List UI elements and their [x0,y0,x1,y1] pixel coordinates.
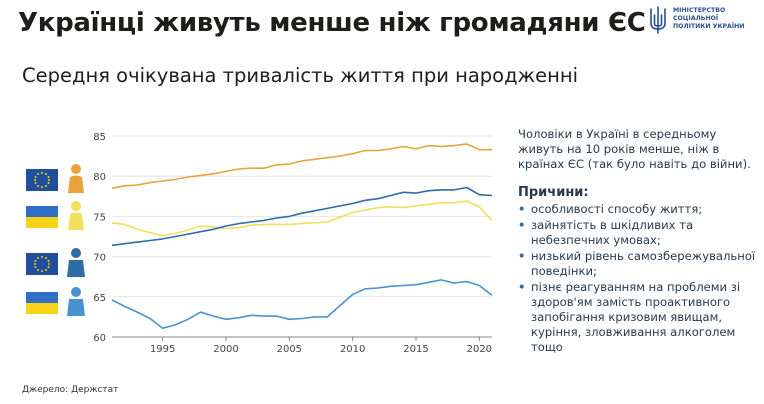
ministry-logo: Міністерство соціальної політики України [648,5,753,35]
x-tick-label: 2020 [467,344,492,355]
male-icon [67,287,85,316]
reasons-title: Причини: [518,185,589,200]
eu-flag-icon [26,164,84,193]
ministry-name: Міністерство соціальної політики України [673,7,745,30]
x-tick-label: 2000 [213,344,238,355]
x-tick-label: 2015 [403,344,428,355]
source-note: Джерело: Держстат [22,385,119,395]
ukraine-flag-icon [26,201,84,230]
reason-item: • особливості способу життя; [518,202,758,217]
reason-item: • зайнятість в шкідливих та небезпечних у… [518,218,758,248]
reasons-block: Причини: • особливості способу життя; • за… [518,185,758,356]
series-line-3 [111,279,493,330]
legend-eu-men [26,247,104,281]
page-subtitle: Середня очікувана тривалість життя при н… [22,64,579,87]
legend-ua-men [26,286,104,320]
y-tick-label: 75 [93,212,106,223]
bullet-icon: • [518,249,526,263]
series-line-1 [111,200,493,237]
y-tick-label: 80 [93,172,106,183]
reason-item: • пізнє реагуванням на проблеми зі здоров… [518,280,758,355]
page-title: Українці живуть менше ніж громадяни ЄС [18,8,646,38]
series-line-2 [111,186,493,247]
female-icon [68,201,84,230]
bullet-icon: • [518,202,526,216]
y-tick-label: 70 [93,253,106,264]
y-tick-label: 65 [93,293,106,304]
legend-eu-women [26,163,104,197]
male-icon [67,248,85,277]
x-tick-label: 2010 [340,344,365,355]
life-expectancy-chart: 60 65 70 75 80 85 1995 2000 2005 2010 2015 2020 [93,132,493,355]
bullet-icon: • [518,280,526,294]
y-tick-label: 85 [93,132,106,143]
reason-text: пізнє реагуванням на проблеми зі здоров'… [531,280,741,354]
series-line-0 [111,143,492,190]
reason-text: особливості способу життя; [531,202,703,216]
bullet-icon: • [518,218,526,232]
eu-flag-icon [26,248,85,277]
y-tick-label: 60 [93,333,106,344]
trident-icon [650,6,666,34]
legend-ua-women [26,200,104,234]
x-tick-label: 2005 [277,344,302,355]
ukraine-flag-icon [26,287,85,316]
reason-text: низький рівень самозбережувальної поведі… [531,249,756,278]
reason-item: • низький рівень самозбережувальної повед… [518,249,758,279]
summary-text: Чоловіки в Україні в середньому живуть н… [518,127,751,171]
x-tick-label: 1995 [150,344,175,355]
reasons-list: • особливості способу життя; • зайнятість … [518,202,758,355]
female-icon [68,164,84,193]
reason-text: зайнятість в шкідливих та небезпечних ум… [531,218,694,247]
